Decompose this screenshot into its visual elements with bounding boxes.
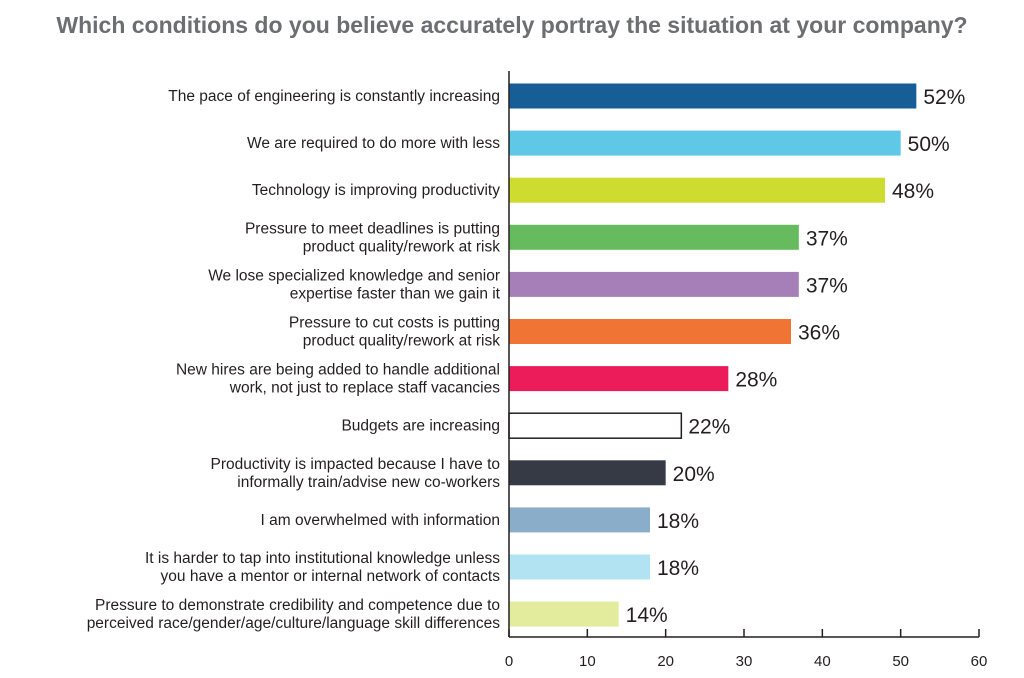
category-label-line: work, not just to replace staff vacancie… [229, 380, 500, 397]
bar [509, 554, 650, 580]
value-label: 37% [806, 227, 848, 250]
category-label-line: Productivity is impacted because I have … [211, 456, 500, 473]
category-label-line: New hires are being added to handle addi… [176, 362, 500, 379]
value-labels: 52% 50% 48% 37% 37% 36% 28% 22% 20% 18% 18% 14% [626, 86, 966, 627]
category-label-line: Budgets are increasing [341, 418, 500, 435]
x-tick-label: 20 [657, 653, 674, 670]
bar [509, 366, 729, 392]
value-label: 20% [673, 463, 715, 486]
x-tick-label: 0 [505, 653, 513, 670]
value-label: 50% [908, 133, 950, 156]
value-label: 48% [892, 180, 934, 203]
value-label: 18% [657, 510, 699, 533]
bar [509, 271, 799, 297]
category-label-line: product quality/rework at risk [303, 238, 501, 255]
category-label: I am overwhelmed with information [261, 512, 501, 529]
value-label: 52% [923, 86, 965, 109]
bar [509, 224, 799, 250]
category-label-line: Pressure to demonstrate credibility and … [95, 597, 500, 614]
category-label-line: We lose specialized knowledge and senior [208, 267, 500, 284]
value-label: 36% [798, 322, 840, 345]
x-tick-label: 50 [892, 653, 909, 670]
bar [509, 319, 791, 344]
category-label-line: I am overwhelmed with information [261, 512, 501, 529]
category-label: Pressure to demonstrate credibility and … [87, 597, 501, 632]
category-label-line: The pace of engineering is constantly in… [168, 88, 500, 105]
bar [508, 412, 683, 439]
category-label: The pace of engineering is constantly in… [168, 88, 500, 105]
chart-title: Which conditions do you believe accurate… [56, 12, 968, 38]
x-tick-label: 40 [814, 653, 831, 670]
value-label: 28% [735, 369, 777, 392]
value-label: 18% [657, 557, 699, 580]
category-label-line: product quality/rework at risk [303, 333, 501, 350]
category-label-line: Technology is improving productivity [252, 182, 500, 199]
axes: 0 10 20 30 40 50 60 [505, 71, 988, 670]
x-tick-label: 10 [579, 653, 596, 670]
bar [509, 601, 619, 627]
category-label: It is harder to tap into institutional k… [145, 550, 500, 585]
x-tick-label: 60 [971, 653, 988, 670]
category-label-line: Pressure to meet deadlines is putting [245, 220, 500, 237]
category-label: Pressure to meet deadlines is putting pro… [245, 220, 500, 255]
bar [509, 130, 901, 156]
category-label: Productivity is impacted because I have … [211, 456, 501, 491]
category-labels: The pace of engineering is constantly in… [87, 88, 501, 632]
value-label: 14% [626, 604, 668, 627]
category-label-line: Pressure to cut costs is putting [289, 315, 500, 332]
category-label: Budgets are increasing [341, 418, 500, 435]
category-label-line: expertise faster than we gain it [290, 285, 501, 302]
category-label: We lose specialized knowledge and senior… [208, 267, 500, 302]
category-label: Pressure to cut costs is putting product … [289, 315, 500, 350]
value-label: 22% [688, 416, 730, 439]
category-label-line: perceived race/gender/age/culture/langua… [87, 615, 501, 632]
category-label: Technology is improving productivity [252, 182, 500, 199]
category-label-line: We are required to do more with less [247, 135, 500, 152]
category-label-line: It is harder to tap into institutional k… [145, 550, 500, 567]
bar [509, 507, 650, 533]
x-tick-label: 30 [736, 653, 753, 670]
value-label: 37% [806, 274, 848, 297]
category-label-line: informally train/advise new co-workers [237, 474, 500, 491]
category-label-line: you have a mentor or internal network of… [161, 568, 501, 585]
bars-layer [508, 83, 917, 627]
category-label: New hires are being added to handle addi… [176, 362, 500, 397]
bar [509, 177, 885, 203]
category-label: We are required to do more with less [247, 135, 500, 152]
bar [509, 83, 917, 109]
bar [509, 460, 666, 486]
